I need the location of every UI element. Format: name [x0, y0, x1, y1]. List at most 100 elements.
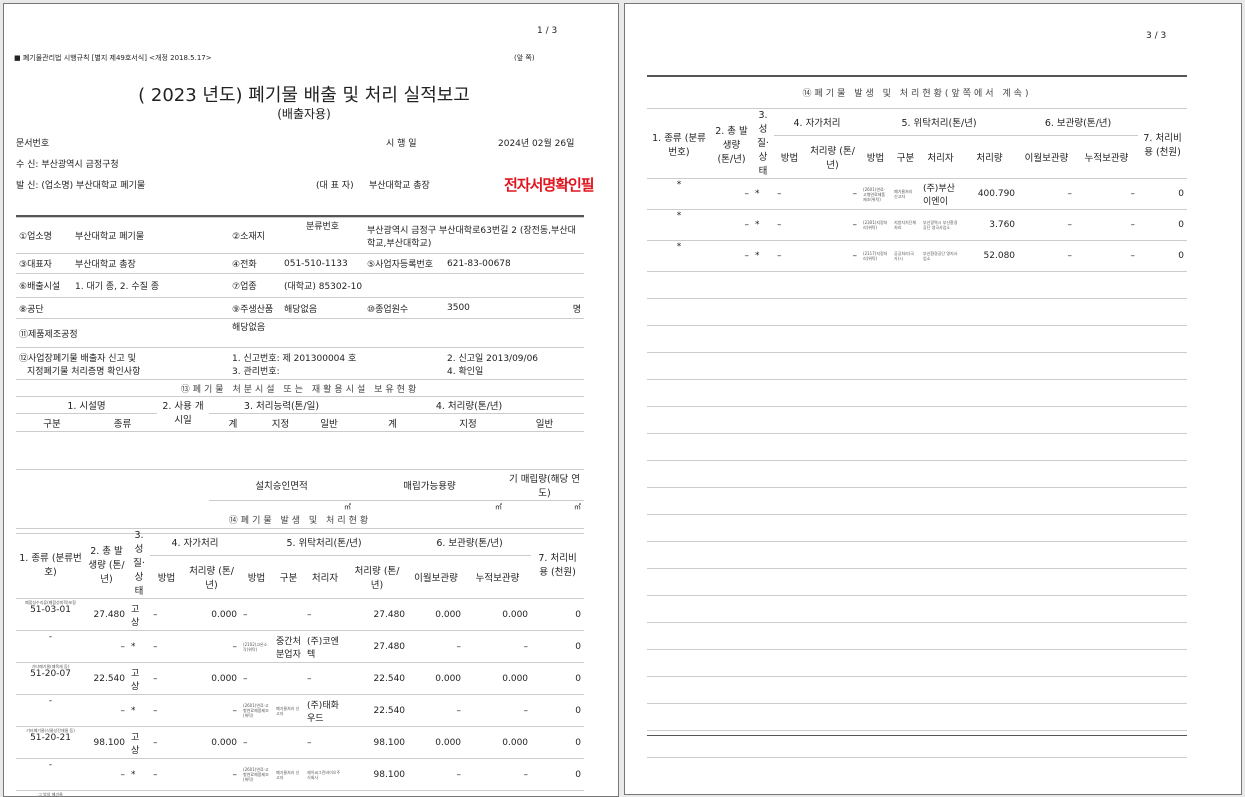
amount-cell: 22.540 [346, 694, 409, 727]
empty-cell [1138, 676, 1188, 704]
kind-cell: - [16, 630, 85, 663]
self-method-cell: – [150, 726, 183, 759]
empty-cell [805, 271, 861, 299]
col-header-type: 구분 [891, 134, 921, 180]
empty-cell [647, 514, 711, 542]
processor-cell: 제이씨그린바이오주식회사 [304, 758, 347, 791]
col-header-amount: 처리량 [961, 134, 1019, 180]
kind-cell: 기타폐기물(식물성잔재물 등) 51-20-21 [16, 726, 85, 759]
empty-row [647, 487, 1188, 515]
empty-cell [961, 487, 1019, 515]
empty-cell [1075, 433, 1139, 461]
empty-cell [1075, 703, 1139, 731]
label: ③대표자 [16, 253, 72, 274]
empty-cell [920, 568, 962, 596]
table-row: * – * – – (2301)지정처리(위탁) 지방자치단체 처리 부산광역시 부산환경공단… [647, 209, 1188, 241]
empty-cell [860, 595, 892, 623]
empty-cell [752, 541, 774, 569]
value: 부산대학교 폐기물 [72, 217, 229, 254]
value: 3500 [444, 297, 534, 319]
total-cell: 456.630 [85, 790, 128, 796]
empty-cell [752, 649, 774, 677]
method-cell: – [240, 790, 274, 796]
empty-cell [1018, 352, 1076, 380]
empty-cell [752, 622, 774, 650]
cost-cell: 0 [531, 694, 585, 727]
page-number: 3 / 3 [1146, 31, 1167, 41]
empty-cell [961, 703, 1019, 731]
empty-cell [1075, 514, 1139, 542]
empty-cell [1018, 487, 1076, 515]
empty-cell [711, 541, 752, 569]
processor-cell: – [304, 662, 347, 695]
empty-row [647, 460, 1188, 488]
empty-cell [961, 379, 1019, 407]
empty-cell [752, 379, 774, 407]
divider [647, 75, 1187, 77]
empty-cell [860, 541, 892, 569]
value: 부산대학교 총장 [72, 253, 229, 274]
method-cell: (2117)지정처리(위탁) [860, 240, 892, 272]
amount-cell: 52.080 [961, 240, 1019, 272]
cumulative-cell: – [1075, 178, 1139, 210]
empty-cell [961, 595, 1019, 623]
waste-table-continued: 1. 종류 (분류번호) 2. 총 발생량 (톤/년) 3. 성질·상태 4. 자가처… [647, 108, 1188, 758]
col-header: 설치승인면적 [209, 469, 354, 501]
col-header-kind: 1. 종류 (분류번호) [16, 528, 85, 599]
empty-cell [961, 325, 1019, 353]
empty-cell [1018, 541, 1076, 569]
e-signature-stamp: 전자서명확인필 [504, 176, 595, 194]
state-cell: * [128, 758, 150, 791]
table-row: 기타폐기물(폐목재 등) 51-20-07 22.540 고상 –0.000– –22.5… [16, 662, 585, 695]
col-header-storage: 6. 보관량(톤/년) [408, 527, 532, 557]
empty-cell [1138, 595, 1188, 623]
empty-cell [711, 298, 752, 326]
empty-cell [1138, 514, 1188, 542]
col-header-method: 방법 [240, 555, 274, 599]
business-info-table: ①업소명 부산대학교 폐기물 ②소재지 분류번호 부산광역시 금정구 부산대학로63번길… [16, 217, 585, 380]
empty-row [647, 514, 1188, 542]
empty-row [647, 568, 1188, 596]
col-header: 1. 시설명 [16, 396, 157, 414]
type-cell [273, 662, 305, 695]
type-cell: 폐기물처리 신고자 [273, 694, 305, 727]
self-amount-cell: – [183, 758, 241, 791]
col-header-self: 4. 자가처리 [774, 108, 861, 136]
cost-cell: 0 [531, 726, 585, 759]
issue-date-label: 시 행 일 [386, 139, 417, 149]
empty-cell [774, 298, 805, 326]
col-header-method: 방법 [860, 134, 892, 180]
empty-cell [774, 568, 805, 596]
empty-cell [647, 676, 711, 704]
table-row: 그 밖의 폐기물51-99-00456.630고상–0.000––456.630… [16, 790, 585, 796]
col-header-cost: 7. 처리비용 (천원) [1138, 108, 1188, 179]
value: 1. 대기 종, 2. 수질 종 [72, 273, 229, 298]
processor-cell: (주)태화우드 [304, 694, 347, 727]
empty-cell [1075, 460, 1139, 488]
table-row: - – * – – (2601)연료·고형연료제품제조(위탁) 폐기물처리 신고자 (주)태화… [16, 694, 585, 727]
empty-cell [711, 379, 752, 407]
empty-cell [752, 298, 774, 326]
empty-cell [1075, 325, 1139, 353]
total-cell: – [711, 240, 752, 272]
type-cell: 폐기물처리 신고자 [273, 758, 305, 791]
empty-cell [1075, 487, 1139, 515]
doc-no-label: 문서번호 [16, 139, 50, 149]
cumulative-cell: 0.000 [464, 662, 532, 695]
self-method-cell: – [150, 790, 183, 796]
col-header: 지정 [257, 413, 304, 432]
col-header-processor: 처리자 [920, 134, 962, 180]
table-row: - – * – – (2601)연료·고형연료제품제조(위탁) 폐기물처리 신고자 제이씨그린… [16, 758, 585, 791]
empty-row [647, 703, 1188, 731]
carryover-cell: – [1018, 178, 1076, 210]
empty-cell [647, 649, 711, 677]
empty-cell [891, 730, 921, 758]
empty-cell [860, 568, 892, 596]
empty-cell [891, 325, 921, 353]
empty-cell [1138, 271, 1188, 299]
state-cell: * [128, 694, 150, 727]
empty-cell [805, 595, 861, 623]
amount-cell: 400.790 [961, 178, 1019, 210]
empty-cell [1075, 379, 1139, 407]
empty-cell [774, 379, 805, 407]
